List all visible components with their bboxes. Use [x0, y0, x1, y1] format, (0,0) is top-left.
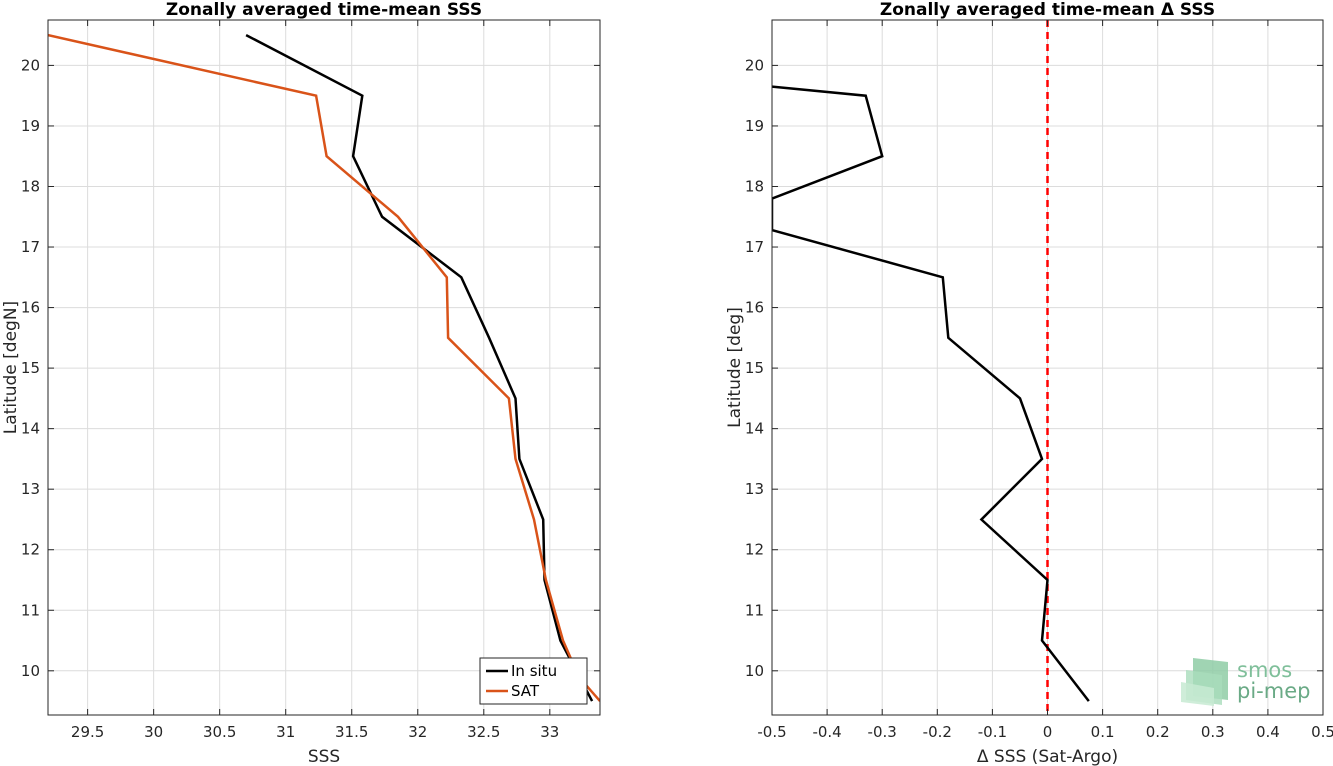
left-xtick-label: 29.5	[71, 723, 104, 741]
left-ytick-label: 19	[21, 117, 40, 135]
legend-label-sat: SAT	[511, 682, 540, 700]
left-ytick-label: 20	[21, 56, 40, 74]
left-ytick-label: 14	[21, 420, 40, 438]
right-xtick-label: 0.1	[1091, 723, 1115, 741]
left-series-in-situ-line	[245, 33, 594, 702]
right-xtick-label: -0.1	[978, 723, 1007, 741]
right-ytick-label: 14	[745, 420, 764, 438]
right-series-delta-sss-line	[772, 85, 1090, 702]
right-xtick-label: 0.5	[1311, 723, 1333, 741]
logo-text-smos: smos	[1237, 658, 1292, 682]
right-xtick-label: 0.3	[1201, 723, 1225, 741]
logo-shape-front	[1181, 682, 1214, 706]
right-ytick-label: 10	[745, 662, 764, 680]
left-ytick-label: 18	[21, 177, 40, 195]
right-xtick-label: 0.2	[1146, 723, 1170, 741]
right-ytick-label: 11	[745, 601, 764, 619]
right-xtick-label: -0.4	[812, 723, 841, 741]
left-ytick-label: 12	[21, 541, 40, 559]
left-ytick-label: 16	[21, 299, 40, 317]
left-chart-title: Zonally averaged time-mean SSS	[166, 0, 482, 20]
left-ytick-label: 15	[21, 359, 40, 377]
right-ytick-label: 12	[745, 541, 764, 559]
left-y-axis-label: Latitude [degN]	[1, 301, 21, 434]
left-ytick-label: 13	[21, 480, 40, 498]
left-x-axis-label: SSS	[308, 747, 340, 766]
left-panel: 29.5 30 30.5 31 31.5 32 32.5 33 10 11 12 13 14 15 16 17…	[1, 0, 601, 766]
right-xtick-label: -0.5	[757, 723, 786, 741]
left-ytick-label: 11	[21, 601, 40, 619]
left-ytick-label: 17	[21, 238, 40, 256]
smos-pi-mep-logo: smos pi-mep	[1181, 658, 1310, 706]
right-chart-title: Zonally averaged time-mean Δ SSS	[880, 0, 1215, 20]
right-ytick-label: 15	[745, 359, 764, 377]
left-ytick-label: 10	[21, 662, 40, 680]
left-xtick-label: 32	[408, 723, 427, 741]
left-xtick-label: 30.5	[203, 723, 236, 741]
left-xtick-label: 30	[144, 723, 163, 741]
right-ytick-label: 17	[745, 238, 764, 256]
right-panel: -0.5 -0.4 -0.3 -0.2 -0.1 0 0.1 0.2 0.3 0.4 0.5 10 11…	[725, 0, 1333, 766]
left-xtick-label: 31.5	[335, 723, 368, 741]
right-xtick-label: 0.4	[1256, 723, 1280, 741]
logo-text-pi-mep: pi-mep	[1237, 679, 1310, 703]
right-x-axis-label: Δ SSS (Sat-Argo)	[977, 747, 1118, 766]
legend-label-in-situ: In situ	[511, 662, 557, 680]
right-xtick-label: -0.3	[868, 723, 897, 741]
right-ytick-label: 18	[745, 177, 764, 195]
left-axes-box	[47, 19, 601, 716]
left-xtick-label: 33	[540, 723, 559, 741]
right-y-axis-label: Latitude [deg]	[725, 307, 745, 428]
right-ytick-label: 16	[745, 299, 764, 317]
right-ytick-label: 19	[745, 117, 764, 135]
left-series-sat-line	[48, 33, 600, 702]
right-ytick-label: 20	[745, 56, 764, 74]
right-xtick-label: 0	[1043, 723, 1053, 741]
right-xtick-label: -0.2	[923, 723, 952, 741]
left-xtick-label: 32.5	[467, 723, 500, 741]
left-xtick-label: 31	[276, 723, 295, 741]
legend: In situ SAT	[479, 657, 588, 705]
legend-box	[479, 657, 588, 705]
right-ytick-label: 13	[745, 480, 764, 498]
